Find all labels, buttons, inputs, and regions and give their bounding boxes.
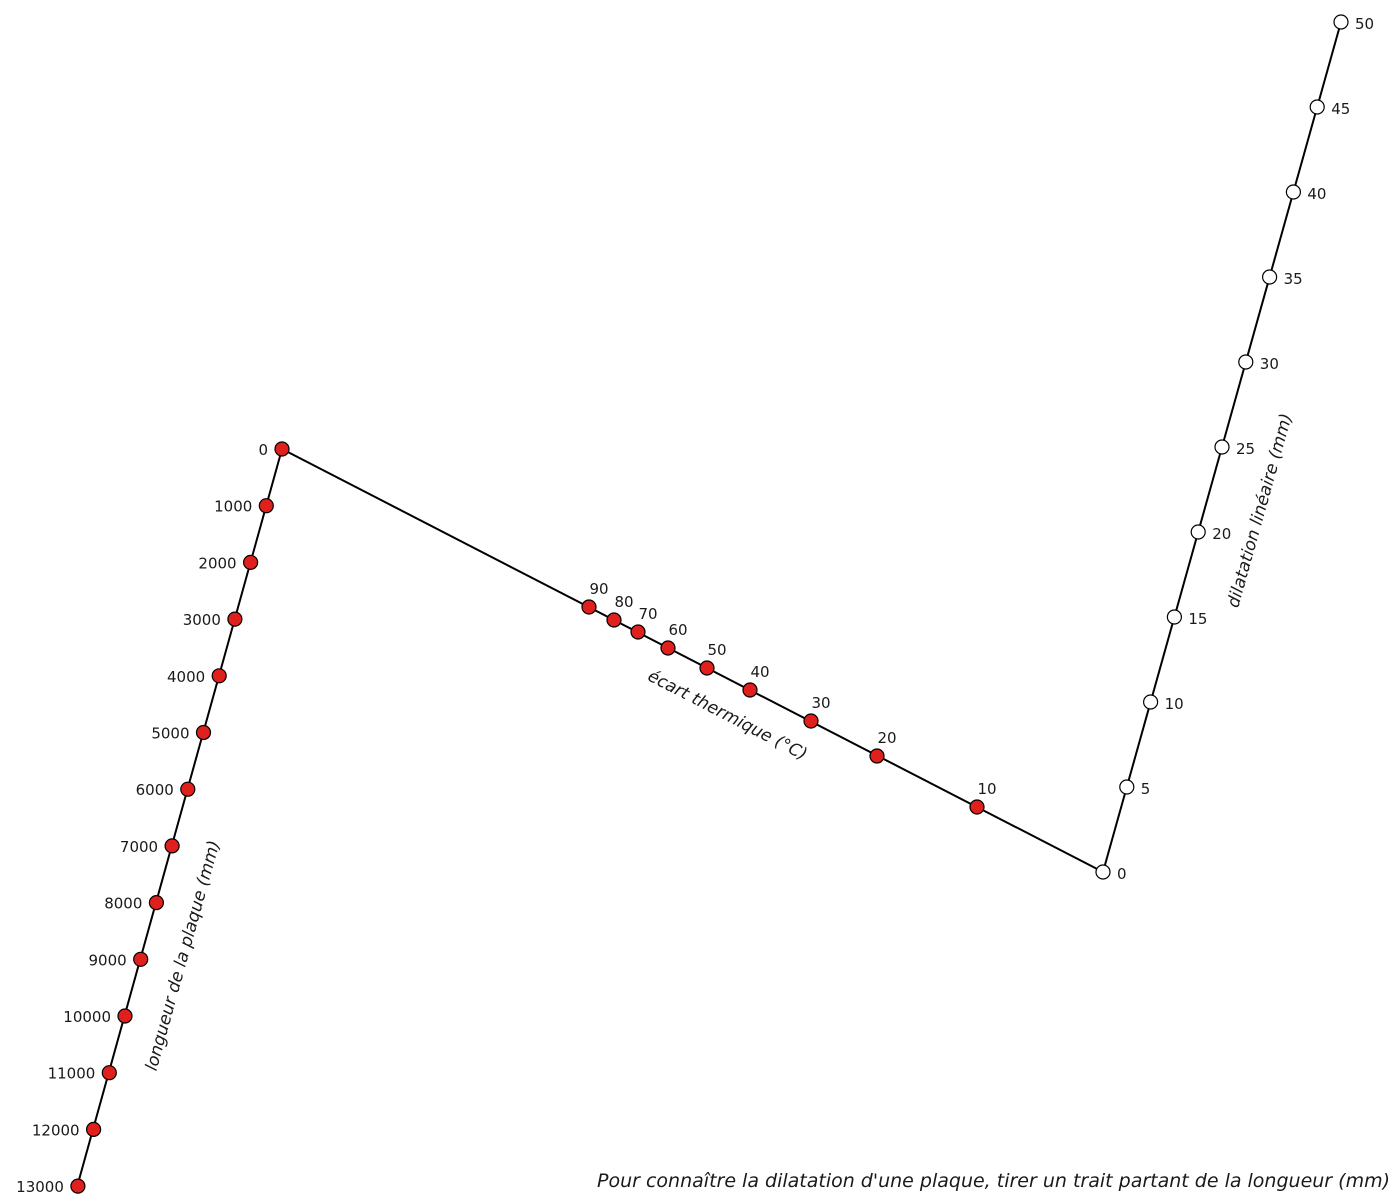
dilatation-axis-label: dilatation linéaire (mm) [1224,411,1297,610]
length-tick-label: 12000 [32,1121,80,1139]
temperature-axis-line [281,448,1104,873]
length-tick-marker [258,498,274,514]
length-tick-marker [101,1065,117,1081]
temperature-tick-label: 10 [977,780,996,798]
dilatation-tick-marker [1142,694,1159,710]
length-tick-label: 4000 [167,668,205,686]
length-tick-marker [195,724,212,741]
instruction-text: Pour connaître la dilatation d'une plaqu… [597,1170,1390,1192]
temperature-tick-marker [869,748,885,764]
temperature-tick-marker [699,660,715,676]
length-tick-label: 3000 [183,611,221,629]
length-tick-marker [164,838,180,854]
length-axis-line [76,448,283,1188]
temperature-scale: 10 20 30 40 50 60 70 80 90 [581,580,997,815]
length-tick-marker [117,1008,133,1024]
dilatation-tick-label: 5 [1141,780,1151,798]
length-tick-marker [85,1121,102,1138]
dilatation-tick-marker [1214,439,1230,455]
dilatation-tick-label: 35 [1284,270,1303,288]
length-tick-label: 8000 [104,895,142,913]
length-tick-label: 1000 [214,498,252,516]
dilatation-tick-marker [1333,14,1349,30]
length-axis-label: longueur de la plaque (mm) [142,838,225,1073]
temperature-tick-label: 50 [707,641,726,659]
dilatation-tick-label: 10 [1165,695,1184,713]
temperature-tick-marker [606,612,622,628]
length-tick-marker [70,1178,86,1194]
length-tick-label: 6000 [136,781,174,799]
temperature-tick-label: 20 [877,729,896,747]
dilatation-scale: 0 5 10 15 20 25 30 35 40 45 50 [1095,14,1374,883]
temperature-tick-label: 60 [668,621,687,639]
temperature-tick-marker [969,799,985,815]
temperature-tick-label: 70 [638,605,657,623]
dilatation-tick-marker [1285,184,1302,200]
dilatation-tick-marker [1190,524,1206,540]
dilatation-tick-marker [1095,864,1111,880]
temperature-tick-label: 80 [614,593,633,611]
length-tick-marker [148,894,164,911]
dilatation-tick-label: 15 [1188,610,1207,628]
length-tick-marker [180,781,196,797]
length-tick-label: 5000 [151,725,189,743]
temperature-axis-label: écart thermique (°C) [644,666,810,765]
dilatation-tick-label: 30 [1260,355,1279,373]
temperature-tick-marker [742,682,758,698]
temperature-tick-marker [630,624,646,640]
temperature-tick-marker [660,640,676,656]
length-tick-marker [133,951,149,967]
length-tick-label: 0 [258,441,268,459]
dilatation-tick-label: 25 [1236,440,1255,458]
dilatation-tick-marker [1261,269,1278,285]
length-tick-label: 2000 [198,554,236,572]
length-tick-label: 9000 [89,951,127,969]
temperature-tick-label: 40 [750,663,769,681]
length-tick-label: 7000 [120,838,158,856]
dilatation-tick-label: 50 [1355,15,1374,33]
length-tick-marker [274,441,290,457]
dilatation-tick-label: 45 [1331,100,1350,118]
temperature-tick-label: 30 [811,694,830,712]
length-tick-marker [243,554,259,571]
length-tick-marker [211,668,227,684]
temperature-tick-label: 90 [589,580,608,598]
length-scale: 0 1000 2000 3000 4000 5000 6000 7000 8000 9000 100… [16,441,290,1196]
temperature-tick-marker [581,599,597,615]
dilatation-tick-label: 20 [1212,525,1231,543]
temperature-tick-marker [803,713,819,729]
length-tick-label: 10000 [63,1008,111,1026]
dilatation-tick-marker [1119,779,1135,795]
dilatation-tick-marker [1166,609,1183,625]
dilatation-tick-marker [1309,99,1325,115]
length-tick-label: 11000 [48,1065,96,1083]
length-tick-label: 13000 [16,1178,64,1196]
length-tick-marker [227,611,243,627]
dilatation-tick-label: 0 [1117,865,1127,883]
dilatation-tick-label: 40 [1307,185,1326,203]
dilatation-tick-marker [1238,354,1254,370]
